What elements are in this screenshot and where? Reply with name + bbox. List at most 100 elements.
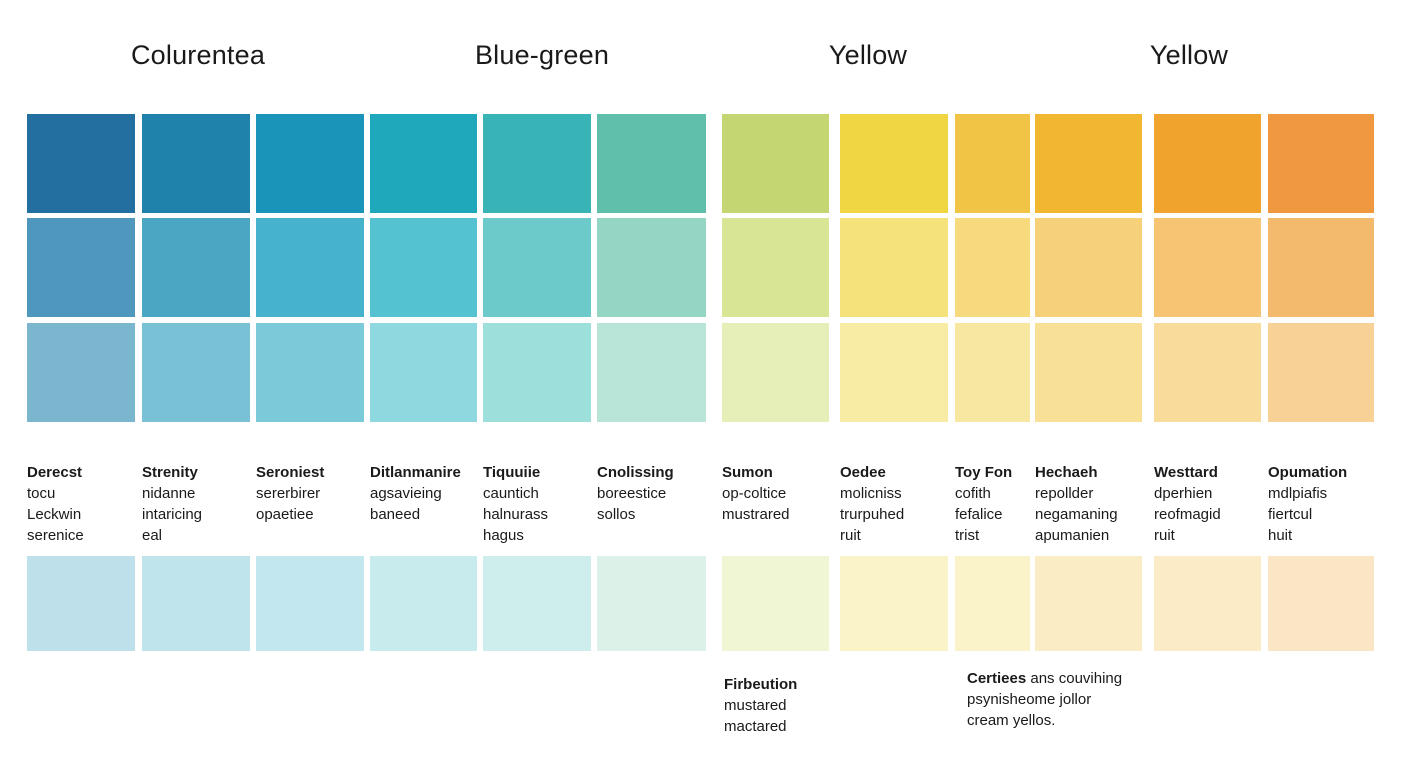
color-swatch xyxy=(1154,556,1261,651)
color-swatch xyxy=(955,556,1030,651)
note-line: cream yellos. xyxy=(967,712,1056,729)
group-title-3: Yellow xyxy=(828,40,908,70)
swatch-label-line: cauntich xyxy=(483,485,539,502)
group-title-1: Colurentea xyxy=(130,40,266,70)
swatch-label-line: dperhien xyxy=(1154,485,1213,502)
swatch-label-title: Derecst xyxy=(27,464,83,481)
color-swatch xyxy=(256,323,364,422)
swatch-label-line: eal xyxy=(142,527,163,544)
color-swatch xyxy=(483,323,591,422)
swatch-label: Toy Fon cofith fefalice trist xyxy=(955,462,1080,546)
swatch-label-line: ruit xyxy=(1154,527,1175,544)
color-swatch xyxy=(840,114,948,213)
color-swatch xyxy=(955,323,1030,422)
note-line: mustared xyxy=(724,697,787,714)
swatch-label-title: Opumation xyxy=(1268,464,1348,481)
color-swatch xyxy=(27,556,135,651)
swatch-label-line: mdlpiafis xyxy=(1268,485,1328,502)
color-swatch xyxy=(597,556,706,651)
note-title-line: Certiees ans couvihing xyxy=(967,668,1122,689)
swatch-label-line: sollos xyxy=(597,506,636,523)
swatch-label-line: intaricing xyxy=(142,506,203,523)
swatch-label-line: molicniss xyxy=(840,485,902,502)
swatch-label-line: cofith xyxy=(955,485,991,502)
color-swatch xyxy=(840,556,948,651)
color-swatch xyxy=(1154,114,1261,213)
color-swatch xyxy=(256,218,364,317)
swatch-label-line: reofmagid xyxy=(1154,506,1221,523)
color-swatch xyxy=(142,114,250,213)
swatch-label-line: sererbirer xyxy=(256,485,321,502)
note-title: Certiees xyxy=(967,670,1027,687)
swatch-label: Tiquuiie cauntich halnurass hagus xyxy=(483,462,608,546)
color-swatch xyxy=(142,218,250,317)
color-swatch xyxy=(1154,218,1261,317)
swatch-label-line: trurpuhed xyxy=(840,506,905,523)
swatch-label-line: trist xyxy=(955,527,980,544)
color-swatch xyxy=(1268,556,1374,651)
swatch-label-title: Hechaeh xyxy=(1035,464,1098,481)
swatch-label-line: op-coltice xyxy=(722,485,787,502)
group-title-4: Yellow xyxy=(1149,40,1229,70)
color-swatch xyxy=(722,218,829,317)
swatch-label: Strenity nidanne intaricing eal xyxy=(142,462,267,546)
color-swatch xyxy=(1035,556,1142,651)
swatch-label-line: fiertcul xyxy=(1268,506,1313,523)
color-swatch xyxy=(1035,114,1142,213)
swatch-label-title: Cnolissing xyxy=(597,464,674,481)
color-swatch xyxy=(1035,218,1142,317)
swatch-label-title: Tiquuiie xyxy=(483,464,541,481)
swatch-label: Seroniest sererbirer opaetiee xyxy=(256,462,381,525)
color-swatch xyxy=(955,218,1030,317)
color-swatch xyxy=(1154,323,1261,422)
color-swatch xyxy=(27,323,135,422)
swatch-label: Westtard dperhien reofmagid ruit xyxy=(1154,462,1279,546)
swatch-label: Opumation mdlpiafis fiertcul huit xyxy=(1268,462,1393,546)
swatch-label-line: apumanien xyxy=(1035,527,1110,544)
swatch-label-line: negamaning xyxy=(1035,506,1118,523)
color-swatch xyxy=(1268,323,1374,422)
swatch-label-title: Seroniest xyxy=(256,464,325,481)
note-line: mactared xyxy=(724,718,787,735)
swatch-label-line: nidanne xyxy=(142,485,196,502)
color-swatch xyxy=(597,323,706,422)
color-swatch xyxy=(483,218,591,317)
swatch-label: Derecst tocu Leckwin serenice xyxy=(27,462,152,546)
swatch-label-title: Ditlanmanire xyxy=(370,464,461,481)
color-swatch xyxy=(1268,114,1374,213)
swatch-label-line: serenice xyxy=(27,527,84,544)
color-swatch xyxy=(1268,218,1374,317)
color-swatch xyxy=(840,323,948,422)
swatch-label-line: opaetiee xyxy=(256,506,314,523)
note-line: psynisheome jollor xyxy=(967,691,1092,708)
swatch-label-line: huit xyxy=(1268,527,1293,544)
swatch-label: Ditlanmanire agsavieing baneed xyxy=(370,462,495,525)
color-swatch xyxy=(370,218,477,317)
swatch-label-line: fefalice xyxy=(955,506,1003,523)
swatch-label-line: halnurass xyxy=(483,506,549,523)
swatch-label-line: tocu xyxy=(27,485,56,502)
swatch-label-title: Strenity xyxy=(142,464,198,481)
note-title-suffix: ans couvihing xyxy=(1026,670,1123,687)
swatch-label-line: boreestice xyxy=(597,485,667,502)
color-swatch xyxy=(370,323,477,422)
color-swatch xyxy=(597,114,706,213)
note-title: Firbeution xyxy=(724,676,798,693)
swatch-label-line: hagus xyxy=(483,527,524,544)
color-swatch xyxy=(722,556,829,651)
color-swatch xyxy=(1035,323,1142,422)
swatch-label: Hechaeh repollder negamaning apumanien xyxy=(1035,462,1160,546)
color-swatch xyxy=(256,556,364,651)
color-swatch xyxy=(722,323,829,422)
swatch-label-title: Westtard xyxy=(1154,464,1218,481)
color-swatch xyxy=(142,556,250,651)
swatch-label-line: agsavieing xyxy=(370,485,442,502)
swatch-label-line: repollder xyxy=(1035,485,1094,502)
color-swatch xyxy=(370,114,477,213)
swatch-label-line: Leckwin xyxy=(27,506,82,523)
swatch-label: Sumon op-coltice mustrared xyxy=(722,462,847,525)
swatch-label: Cnolissing boreestice sollos xyxy=(597,462,722,525)
color-swatch xyxy=(955,114,1030,213)
swatch-label: Oedee molicniss trurpuhed ruit xyxy=(840,462,965,546)
group-title-2: Blue-green xyxy=(474,40,610,70)
